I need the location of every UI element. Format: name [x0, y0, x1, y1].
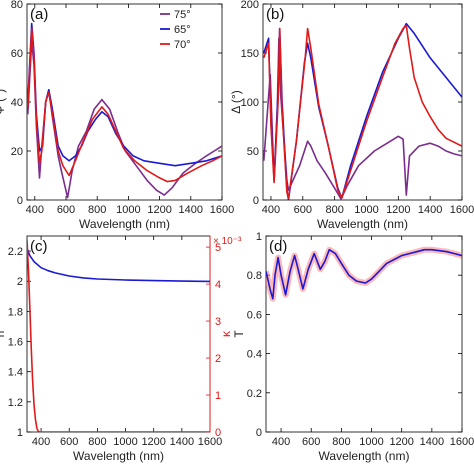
x-tick-label: 1200	[386, 204, 410, 216]
x-tick-label: 400	[262, 204, 280, 216]
right-tick-label: 1	[215, 390, 221, 402]
y-tick-label: 0.8	[247, 270, 262, 282]
x-tick-label: 1400	[179, 204, 203, 216]
x-tick-label: 1600	[210, 204, 234, 216]
y-axis-label: n	[0, 331, 7, 338]
axes-box	[265, 235, 463, 433]
plot-area	[266, 246, 462, 302]
x-tick-label: 1400	[418, 204, 442, 216]
y-axis-label: Δ (°)	[229, 90, 243, 113]
series-line-65°	[263, 22, 462, 200]
plot-area	[27, 22, 222, 199]
y-tick-label: 0.2	[247, 388, 262, 400]
x-tick-label: 1000	[359, 436, 383, 448]
series-line-T	[266, 248, 462, 300]
y-tick-label: 0	[17, 195, 23, 207]
series-line-75°	[263, 37, 462, 200]
panel-label: (d)	[269, 238, 287, 255]
y-axis-label: Ψ (°)	[0, 89, 7, 115]
y-tick-label: 1.8	[8, 306, 23, 318]
x-tick-label: 1600	[198, 436, 222, 448]
right-tick-label: 3	[215, 316, 221, 328]
x-tick-label: 800	[88, 204, 106, 216]
series-line-70°	[263, 24, 462, 199]
y-tick-label: 80	[11, 0, 23, 11]
axes-box	[26, 235, 211, 433]
x-axis-label: Wavelength (nm)	[79, 217, 170, 231]
y-tick-label: 200	[241, 0, 259, 11]
x-tick-label: 1600	[450, 204, 474, 216]
x-tick-label: 1600	[450, 436, 474, 448]
right-tick-label: 2	[215, 353, 221, 365]
plot-area	[27, 239, 210, 432]
x-tick-label: 400	[272, 436, 290, 448]
x-axis-label: Wavelength (nm)	[73, 449, 164, 463]
x-tick-label: 400	[26, 204, 44, 216]
y-axis-label: T	[232, 330, 246, 338]
right-axis-label: κ	[219, 330, 233, 337]
x-axis-label: Wavelength (nm)	[319, 449, 410, 463]
panel-d: 400 600 800 1000 1200 1400 1600 0 0.2 0.4 0.6 0.8 1 W…	[232, 231, 474, 463]
panel-b: 400 600 800 1000 1200 1400 1600 0 50 100 150 200 Wav…	[229, 0, 474, 231]
panel-c: 400 600 800 1000 1200 1400 1600 1 1.2 1.4 1.6 1.8 2 2…	[0, 235, 242, 463]
x-tick-label: 1000	[354, 204, 378, 216]
panel-label: (c)	[30, 238, 48, 255]
y-tick-label: 0	[256, 427, 262, 439]
legend-entry: 70°	[174, 39, 191, 51]
x-tick-label: 1000	[116, 204, 140, 216]
x-tick-label: 1200	[141, 436, 165, 448]
x-tick-label: 400	[32, 436, 50, 448]
series-line-75°	[27, 39, 222, 199]
plot-area	[263, 22, 462, 200]
x-tick-label: 1200	[389, 436, 413, 448]
right-tick-label: 4	[215, 279, 221, 291]
panel-label: (b)	[266, 6, 284, 23]
x-axis-label: Wavelength (nm)	[317, 217, 408, 231]
y-tick-label: 20	[11, 146, 23, 158]
right-axis-multiplier: × 10⁻³	[213, 236, 242, 247]
right-tick-label: 5	[215, 242, 221, 254]
x-tick-label: 1400	[420, 436, 444, 448]
right-tick-label: 0	[215, 427, 221, 439]
y-tick-label: 40	[11, 97, 23, 109]
y-tick-label: 50	[247, 146, 259, 158]
y-tick-label: 0.6	[247, 309, 262, 321]
y-tick-label: 1.2	[8, 397, 23, 409]
y-tick-label: 1	[256, 231, 262, 243]
x-tick-label: 600	[60, 436, 78, 448]
y-tick-label: 150	[241, 48, 259, 60]
x-tick-label: 800	[332, 436, 350, 448]
x-tick-label: 800	[325, 204, 343, 216]
y-tick-label: 0	[253, 195, 259, 207]
y-tick-label: 0.4	[247, 349, 262, 361]
legend-entry: 75°	[174, 9, 191, 21]
y-tick-label: 1	[17, 427, 23, 439]
y-tick-label: 2	[17, 276, 23, 288]
series-line-n	[27, 247, 210, 283]
y-tick-label: 2.2	[8, 246, 23, 258]
x-tick-label: 600	[57, 204, 75, 216]
y-tick-label: 1.4	[8, 367, 23, 379]
panel-a: 400 600 800 1000 1200 1400 1600 0 20 40 60 80 Wavele…	[0, 0, 234, 231]
y-tick-label: 60	[11, 48, 23, 60]
x-tick-label: 600	[302, 436, 320, 448]
y-tick-label: 100	[241, 97, 259, 109]
x-tick-label: 600	[294, 204, 312, 216]
legend-entry: 65°	[174, 24, 191, 36]
series-line-70°	[27, 27, 222, 183]
x-tick-label: 1400	[170, 436, 194, 448]
x-tick-label: 1000	[113, 436, 137, 448]
series-line-κ	[27, 239, 210, 432]
x-tick-label: 1200	[147, 204, 171, 216]
x-tick-label: 800	[88, 436, 106, 448]
y-tick-label: 1.6	[8, 337, 23, 349]
panel-label: (a)	[30, 6, 48, 23]
